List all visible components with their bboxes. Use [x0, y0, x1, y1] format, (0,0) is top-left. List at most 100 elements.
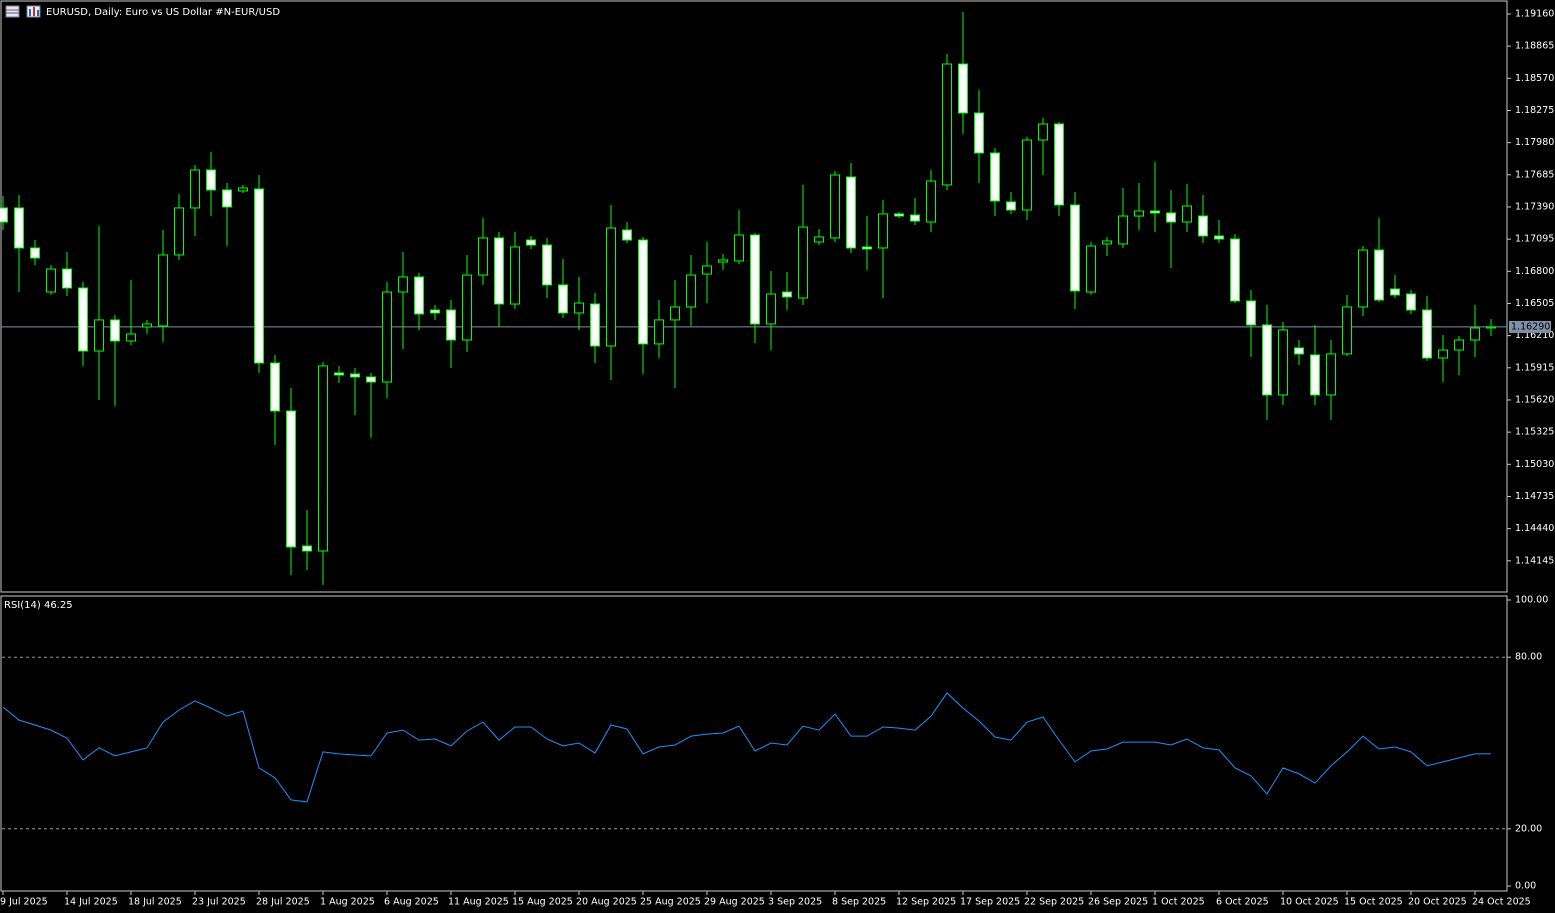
- x-tick-label: 29 Aug 2025: [704, 897, 765, 908]
- x-tick-label: 22 Sep 2025: [1024, 897, 1084, 908]
- candle-body-bull: [398, 276, 408, 293]
- x-tick-label: 15 Oct 2025: [1344, 897, 1403, 908]
- candle-body-bull: [46, 268, 56, 293]
- x-tick-label: 20 Aug 2025: [576, 897, 637, 908]
- candle-body-bear: [446, 309, 456, 341]
- x-tick-label: 18 Jul 2025: [128, 897, 182, 908]
- candle-body-bull: [926, 180, 936, 223]
- candle-body-bear: [558, 284, 568, 314]
- candle-body-bull: [1438, 349, 1448, 359]
- x-tick-label: 9 Jul 2025: [0, 897, 48, 908]
- y-tick-label: 1.18570: [1515, 73, 1554, 84]
- candle-body-bear: [350, 373, 360, 378]
- candle-body-bull: [1038, 123, 1048, 141]
- candle-body-bull: [686, 274, 696, 308]
- rsi-pane-frame: [0, 595, 1508, 892]
- x-tick-label: 1 Aug 2025: [320, 897, 375, 908]
- y-tick-label: 100.00: [1515, 595, 1548, 606]
- y-tick-label: 1.16210: [1515, 330, 1554, 341]
- y-tick-label: 1.18865: [1515, 41, 1554, 52]
- candle-body-bear: [1166, 212, 1176, 223]
- candle-body-bear: [638, 239, 648, 345]
- indicator-title: RSI(14) 46.25: [4, 600, 73, 611]
- candle-body-bear: [846, 176, 856, 249]
- candle-body-bull: [382, 291, 392, 383]
- x-tick-label: 28 Jul 2025: [256, 897, 310, 908]
- candle-body-bull: [190, 169, 200, 209]
- candle-body-bull: [158, 254, 168, 327]
- y-tick-label: 1.14735: [1515, 491, 1554, 502]
- candle-body-bull: [670, 306, 680, 321]
- candle-body-bull: [478, 237, 488, 276]
- candle-body-bear: [990, 152, 1000, 202]
- candle-body-bear: [590, 303, 600, 347]
- x-tick-label: 1 Oct 2025: [1152, 897, 1205, 908]
- candle-body-bear: [222, 189, 232, 208]
- chart-title: EURUSD, Daily: Euro vs US Dollar #N-EUR/…: [46, 7, 280, 18]
- candle-body-bear: [414, 276, 424, 315]
- candle-body-bear: [0, 207, 8, 223]
- candle-body-bear: [1230, 238, 1240, 302]
- candle-body-bear: [334, 372, 344, 376]
- icon-table: [5, 5, 20, 18]
- candle-body-bear: [542, 244, 552, 286]
- x-tick-label: 25 Aug 2025: [640, 897, 701, 908]
- candle-body-bear: [78, 287, 88, 352]
- x-tick-label: 24 Oct 2025: [1472, 897, 1531, 908]
- y-tick-label: 1.15030: [1515, 459, 1554, 470]
- y-tick-label: 80.00: [1515, 652, 1542, 663]
- candle-body-bear: [286, 410, 296, 548]
- candle-body-bull: [462, 274, 472, 341]
- candle-body-bear: [254, 188, 264, 364]
- candle-body-bull: [1022, 139, 1032, 211]
- candle-body-bull: [1486, 326, 1496, 329]
- x-tick-label: 20 Oct 2025: [1408, 897, 1467, 908]
- y-tick-label: 0.00: [1515, 881, 1536, 892]
- candle-body-bull: [1454, 339, 1464, 351]
- x-tick-label: 6 Oct 2025: [1216, 897, 1269, 908]
- candle-body-bear: [894, 213, 904, 217]
- candle-body-bear: [1246, 300, 1256, 326]
- candle-body-bear: [30, 247, 40, 259]
- candle-body-bear: [1390, 288, 1400, 296]
- x-tick-label: 10 Oct 2025: [1280, 897, 1339, 908]
- candle-body-bear: [1054, 123, 1064, 206]
- candle-body-bear: [1070, 204, 1080, 292]
- icon-bar: [29, 9, 31, 16]
- candle-body-bear: [1262, 324, 1272, 396]
- x-tick-label: 3 Sep 2025: [768, 897, 822, 908]
- candle-body-bull: [94, 319, 104, 352]
- x-tick-label: 17 Sep 2025: [960, 897, 1020, 908]
- candle-body-bull: [654, 319, 664, 345]
- candle-body-bull: [126, 333, 136, 342]
- x-tick-label: 8 Sep 2025: [832, 897, 886, 908]
- candle-body-bear: [1374, 249, 1384, 301]
- candle-body-bull: [702, 265, 712, 275]
- y-tick-label: 1.19160: [1515, 8, 1554, 19]
- candle-body-bear: [302, 545, 312, 552]
- y-tick-label: 1.15325: [1515, 427, 1554, 438]
- candle-body-bear: [206, 169, 216, 191]
- x-tick-label: 23 Jul 2025: [192, 897, 246, 908]
- candle-body-bear: [910, 214, 920, 222]
- y-tick-label: 1.15620: [1515, 394, 1554, 405]
- candle-body-bear: [494, 237, 504, 305]
- candle-body-bear: [1198, 215, 1208, 237]
- candle-body-bull: [574, 302, 584, 314]
- y-tick-label: 1.15915: [1515, 362, 1554, 373]
- candle-body-bear: [366, 376, 376, 383]
- x-tick-label: 6 Aug 2025: [384, 897, 439, 908]
- candle-body-bull: [1086, 245, 1096, 293]
- candle-body-bull: [142, 323, 152, 328]
- candle-body-bear: [1214, 235, 1224, 240]
- candle-body-bull: [814, 236, 824, 243]
- x-tick-label: 15 Aug 2025: [512, 897, 573, 908]
- candle-body-bear: [526, 239, 536, 246]
- x-tick-label: 14 Jul 2025: [64, 897, 118, 908]
- y-tick-label: 20.00: [1515, 823, 1542, 834]
- y-tick-label: 1.16800: [1515, 266, 1554, 277]
- candle-body-bull: [238, 187, 248, 192]
